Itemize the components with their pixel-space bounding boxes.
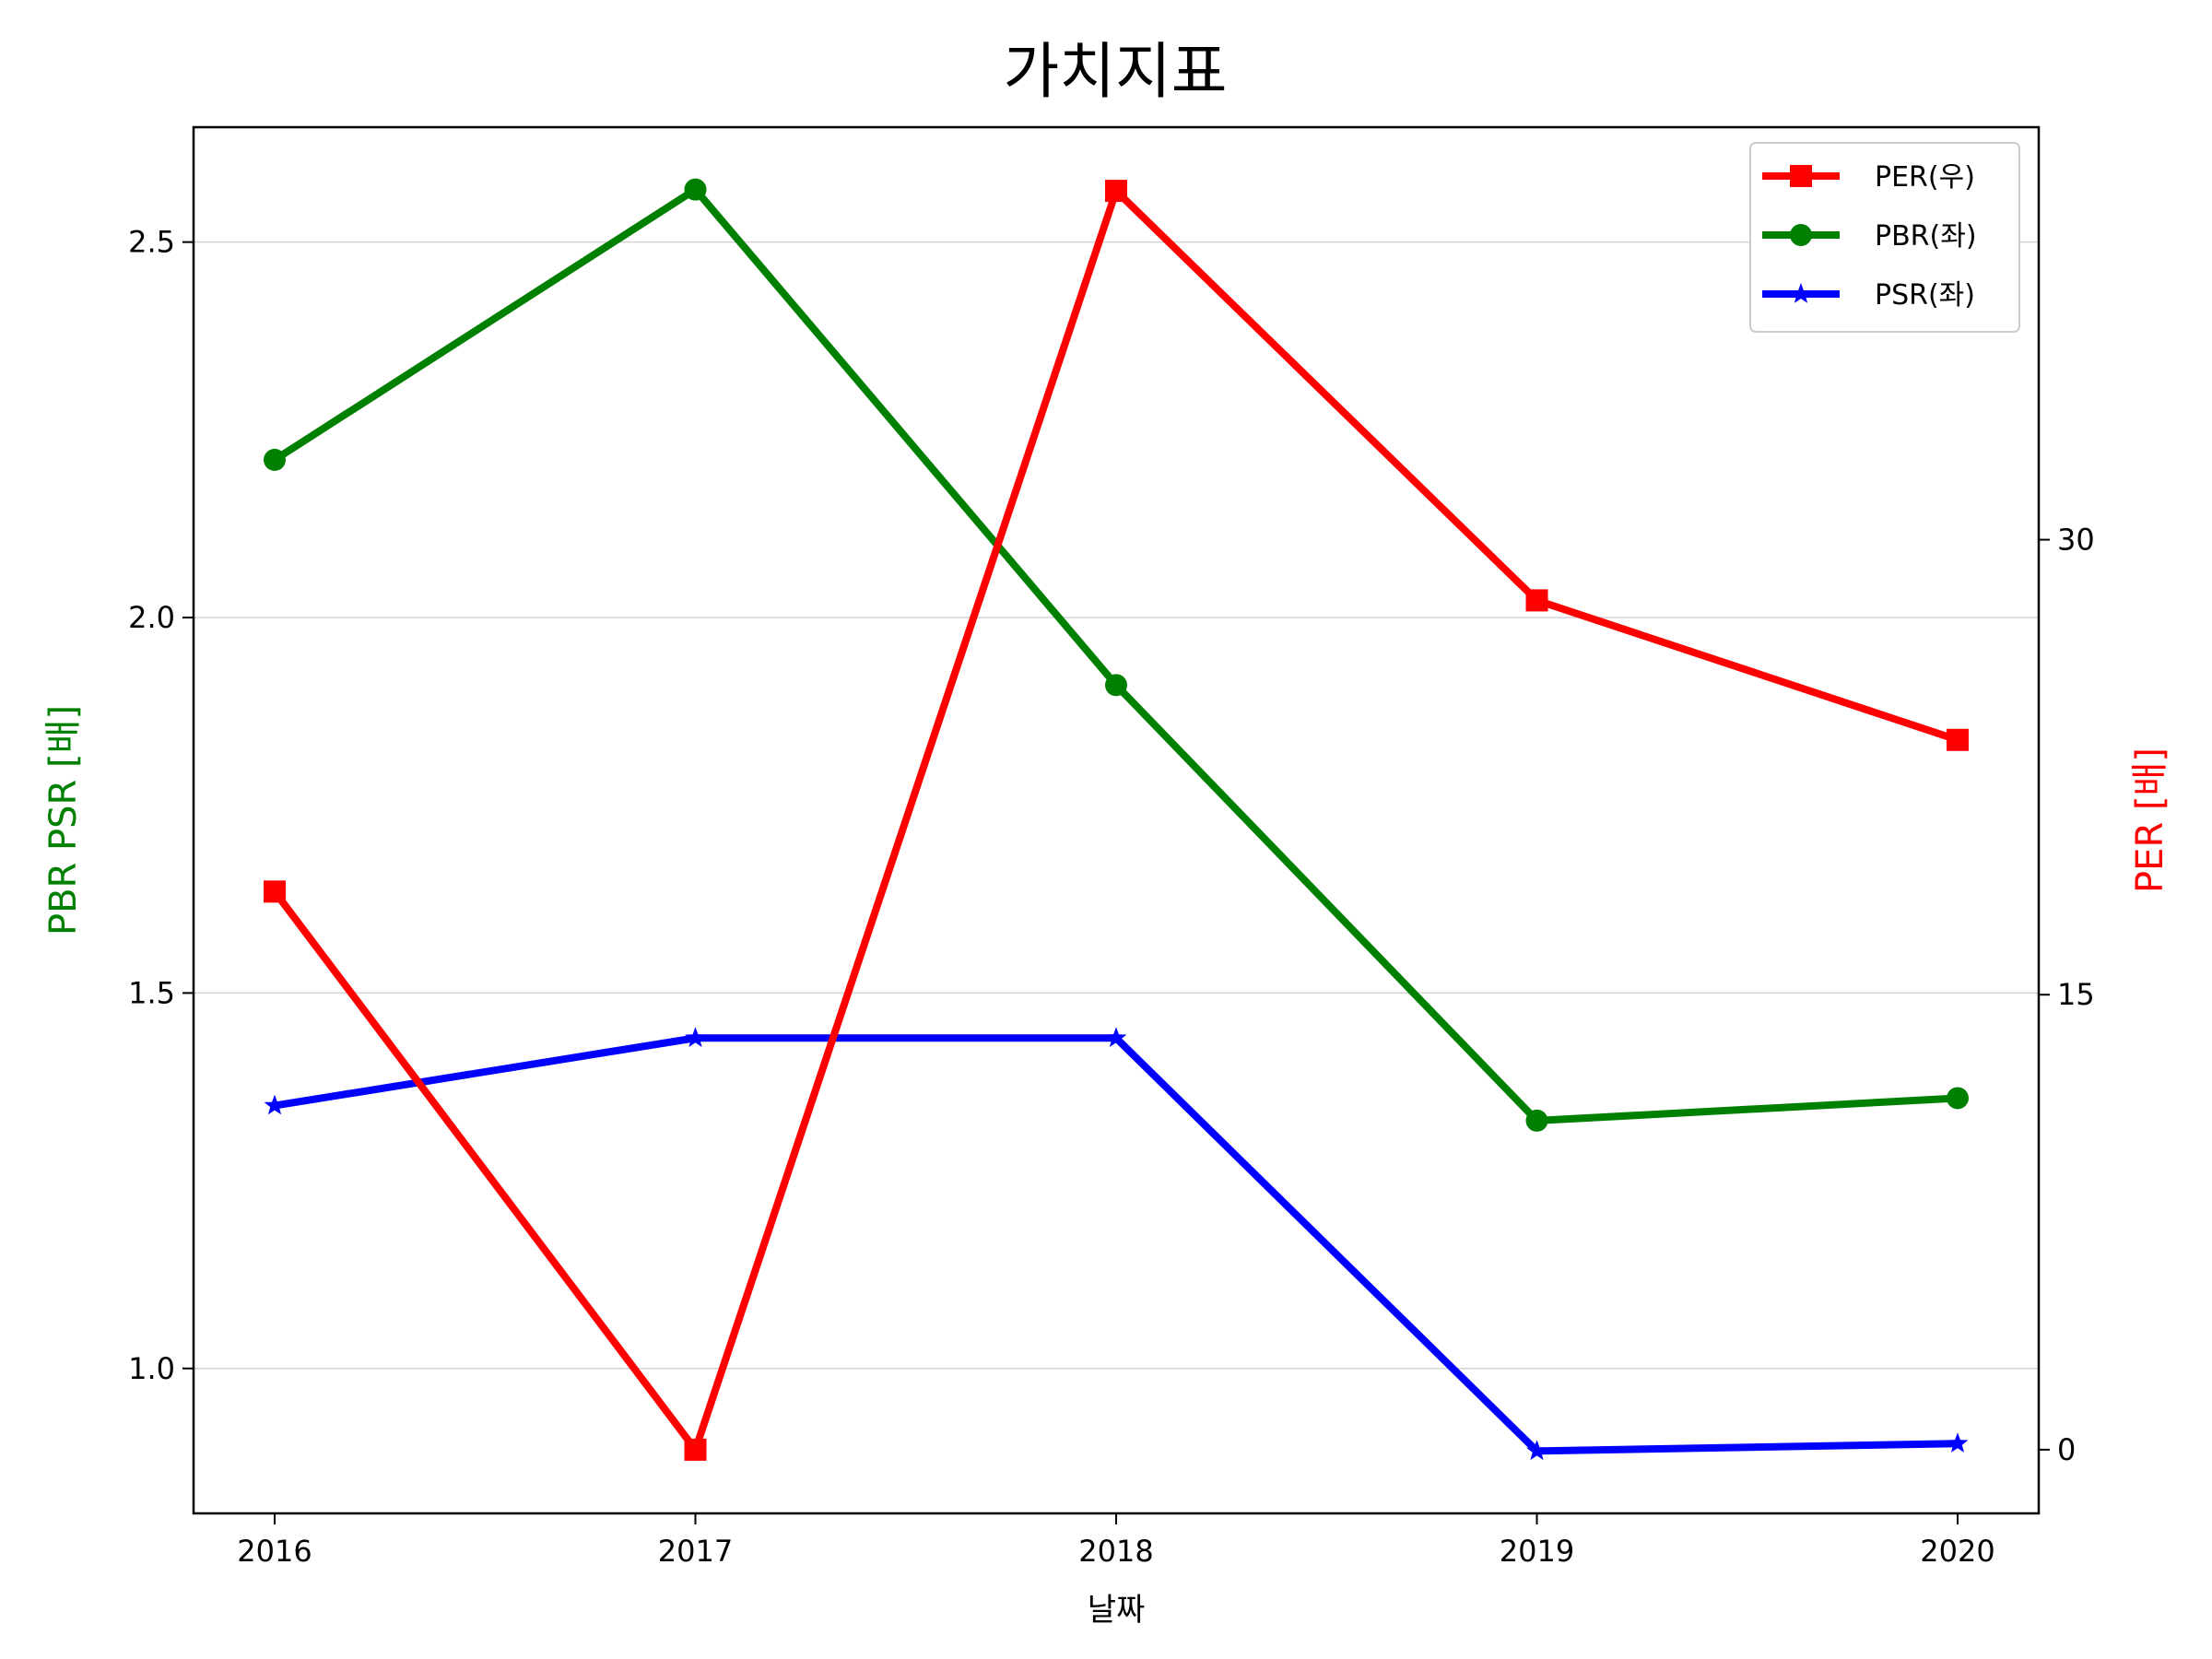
data-point xyxy=(264,448,286,471)
chart-title: 가치지표 xyxy=(1004,36,1228,107)
series-PER(우) xyxy=(264,180,1969,1461)
data-point xyxy=(1947,1432,1969,1453)
x-axis-label: 날짜 xyxy=(1088,1592,1146,1629)
x-tick-label: 2017 xyxy=(658,1534,733,1569)
grid-lines xyxy=(194,241,2039,1370)
y-right-tick-label: 30 xyxy=(2057,523,2095,558)
y-right-tick-label: 15 xyxy=(2057,977,2095,1012)
data-point xyxy=(1525,1109,1548,1132)
x-tick-label: 2018 xyxy=(1078,1534,1153,1569)
data-point xyxy=(1105,180,1127,203)
y-left-tick-label: 2.5 xyxy=(128,225,175,260)
y-axis-left-label: PBR PSR [배] xyxy=(42,705,85,935)
data-point xyxy=(1105,1027,1127,1047)
data-point xyxy=(264,880,286,903)
axes: 1.0 1.5 2.0 2.5 0 15 30 2016 2017 2018 2019 2020 xyxy=(128,225,2095,1569)
data-point xyxy=(684,178,707,201)
y-axis-right-label: PER [배] xyxy=(2129,747,2171,893)
series-layer xyxy=(264,178,1969,1461)
y-left-tick-label: 2.0 xyxy=(128,600,175,635)
legend-label: PBR(좌) xyxy=(1875,220,1977,253)
data-point xyxy=(684,1438,707,1461)
y-left-tick-label: 1.0 xyxy=(128,1351,175,1386)
legend-marker xyxy=(1790,283,1812,303)
series-PBR(좌) xyxy=(264,178,1969,1132)
data-point xyxy=(685,1027,706,1047)
data-point xyxy=(264,1094,286,1115)
legend-label: PSR(좌) xyxy=(1875,279,1975,312)
data-point xyxy=(1105,674,1127,697)
x-tick-label: 2020 xyxy=(1920,1534,1994,1569)
data-point xyxy=(1947,1087,1969,1110)
x-tick-label: 2016 xyxy=(237,1534,312,1569)
legend-label: PER(우) xyxy=(1875,161,1975,194)
x-tick-label: 2019 xyxy=(1500,1534,1574,1569)
data-point xyxy=(1526,1440,1547,1461)
y-right-tick-label: 0 xyxy=(2057,1432,2076,1467)
series-PSR(좌) xyxy=(264,1027,1969,1461)
legend: PER(우) PBR(좌) PSR(좌) xyxy=(1749,142,2020,333)
data-point xyxy=(1947,728,1969,751)
legend-marker xyxy=(1790,165,1812,187)
legend-marker xyxy=(1790,224,1812,246)
y-left-tick-label: 1.5 xyxy=(128,975,175,1010)
legend-box xyxy=(1749,142,2020,333)
data-point xyxy=(1525,589,1548,612)
